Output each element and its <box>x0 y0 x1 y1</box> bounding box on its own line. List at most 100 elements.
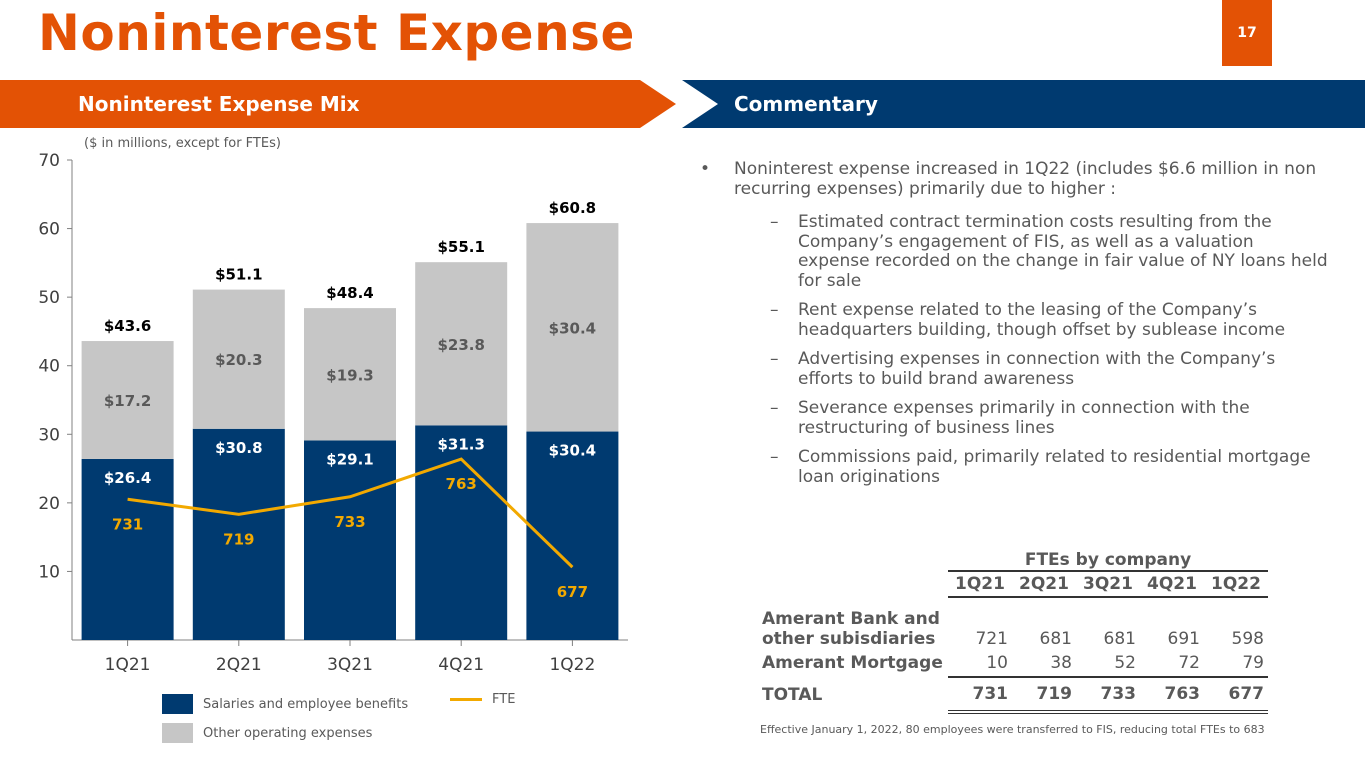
cell: 677 <box>1204 676 1268 714</box>
row-label: TOTAL <box>762 684 823 705</box>
cell: 72 <box>1178 652 1200 673</box>
page-title: Noninterest Expense <box>38 4 635 62</box>
subitem-text: Rent expense related to the leasing of t… <box>798 300 1286 340</box>
data-label-salaries: $30.8 <box>215 439 262 457</box>
cell: 38 <box>1050 652 1072 673</box>
subitem-text: Commissions paid, primarily related to r… <box>798 447 1311 487</box>
data-label-other: $20.3 <box>215 351 262 369</box>
commentary-subitem: – Advertising expenses in connection with… <box>770 349 1330 389</box>
x-tick-label: 1Q22 <box>549 655 595 675</box>
bar-salaries <box>81 458 174 640</box>
dash-icon: – <box>770 398 779 418</box>
bullet-icon: • <box>700 159 711 179</box>
commentary-subitem: – Estimated contract termination costs re… <box>770 212 1330 291</box>
cell: 52 <box>1114 652 1136 673</box>
subitem-text: Advertising expenses in connection with … <box>798 349 1276 389</box>
bar-other <box>526 223 619 432</box>
y-tick-label: 10 <box>38 562 60 582</box>
x-tick-label: 4Q21 <box>438 655 484 675</box>
data-label-other: $19.3 <box>326 366 373 384</box>
fte-table: FTEs by company 1Q21 2Q21 3Q21 4Q21 1Q22… <box>758 550 1268 714</box>
legend-label: Salaries and employee benefits <box>203 696 409 712</box>
dash-icon: – <box>770 349 779 369</box>
data-label-total: $55.1 <box>437 238 484 256</box>
y-tick-label: 50 <box>38 288 60 308</box>
data-label-salaries: $31.3 <box>437 435 484 453</box>
bar-salaries <box>304 440 396 640</box>
units-note: ($ in millions, except for FTEs) <box>84 136 281 151</box>
x-tick-label: 2Q21 <box>216 655 262 675</box>
cell: 763 <box>1140 676 1204 714</box>
commentary-subitem: – Severance expenses primarily in connect… <box>770 398 1330 438</box>
dash-icon: – <box>770 300 779 320</box>
cell: 733 <box>1076 676 1140 714</box>
commentary-subitem: – Commissions paid, primarily related to … <box>770 447 1330 487</box>
legend-salaries: Salaries and employee benefits <box>162 694 408 714</box>
section-header-right: Commentary <box>682 80 1365 128</box>
cell: 79 <box>1242 652 1264 673</box>
bar-other <box>192 289 285 429</box>
data-label-total: $60.8 <box>549 199 596 217</box>
y-tick-label: 20 <box>38 494 60 514</box>
fte-line <box>127 457 574 569</box>
y-tick-label: 30 <box>38 425 60 445</box>
dash-icon: – <box>770 212 779 232</box>
column-header: 2Q21 <box>1012 570 1076 598</box>
data-label-total: $43.6 <box>104 317 151 335</box>
data-label-salaries: $29.1 <box>326 450 373 468</box>
bar-salaries <box>192 428 285 640</box>
table-row: Amerant Bank and other subisdiaries 721 … <box>758 597 1268 649</box>
data-label-total: $48.4 <box>326 284 373 302</box>
page-number: 17 <box>1222 0 1272 66</box>
data-label-other: $23.8 <box>437 336 484 354</box>
row-label: Amerant Mortgage <box>762 653 943 673</box>
column-header: 3Q21 <box>1076 570 1140 598</box>
data-label-salaries: $30.4 <box>549 442 596 460</box>
data-label-total: $51.1 <box>215 266 262 284</box>
x-tick-label: 1Q21 <box>105 655 151 675</box>
y-tick-label: 40 <box>38 357 60 377</box>
section-header-left: Noninterest Expense Mix <box>0 80 676 128</box>
legend-fte: FTE <box>450 692 515 707</box>
legend-swatch-navy <box>162 694 193 714</box>
cell: 681 <box>1103 629 1136 649</box>
y-tick-label: 60 <box>38 220 60 240</box>
bar-other <box>81 341 174 459</box>
cell: 691 <box>1167 629 1200 649</box>
x-tick-label: 3Q21 <box>327 655 373 675</box>
cell: 681 <box>1039 629 1072 649</box>
table-row: Amerant Mortgage 10 38 52 72 79 <box>758 649 1268 677</box>
data-label-other: $30.4 <box>549 319 596 337</box>
cell: 721 <box>975 629 1008 649</box>
bar-other <box>304 308 396 441</box>
cell: 10 <box>986 652 1008 673</box>
subitem-text: Severance expenses primarily in connecti… <box>798 398 1250 438</box>
data-label-fte: 719 <box>223 530 254 548</box>
row-label: Amerant Bank and other subisdiaries <box>762 609 940 649</box>
legend-label: Other operating expenses <box>203 725 373 741</box>
subitem-text: Estimated contract termination costs res… <box>798 212 1328 291</box>
data-label-fte: 677 <box>557 583 588 601</box>
column-header: 1Q21 <box>948 570 1012 598</box>
dash-icon: – <box>770 447 779 467</box>
cell: 719 <box>1012 676 1076 714</box>
footnote: Effective January 1, 2022, 80 employees … <box>760 723 1265 736</box>
y-tick-label: 70 <box>38 151 60 171</box>
commentary-subitem: – Rent expense related to the leasing of … <box>770 300 1330 340</box>
cell: 598 <box>1231 629 1264 649</box>
table-row-total: TOTAL 731 719 733 763 677 <box>758 676 1268 714</box>
expense-chart: 10 20 30 40 50 60 70 1Q21 $26.4 $17.2 $43.6 2Q21 $30… <box>38 151 628 675</box>
data-label-fte: 733 <box>334 513 365 531</box>
table-caption: FTEs by company <box>1024 550 1192 570</box>
legend-line-fte <box>450 698 482 701</box>
legend-label: FTE <box>492 692 516 707</box>
commentary: • Noninterest expense increased in 1Q22 (… <box>700 159 1330 497</box>
column-header: 1Q22 <box>1204 570 1268 598</box>
data-label-salaries: $26.4 <box>104 469 151 487</box>
commentary-subitems: – Estimated contract termination costs re… <box>770 212 1330 487</box>
bar-other <box>415 262 508 426</box>
commentary-bullet: Noninterest expense increased in 1Q22 (i… <box>734 159 1317 199</box>
data-label-fte: 763 <box>446 475 477 493</box>
data-label-fte: 731 <box>112 515 143 533</box>
data-label-other: $17.2 <box>104 392 151 410</box>
